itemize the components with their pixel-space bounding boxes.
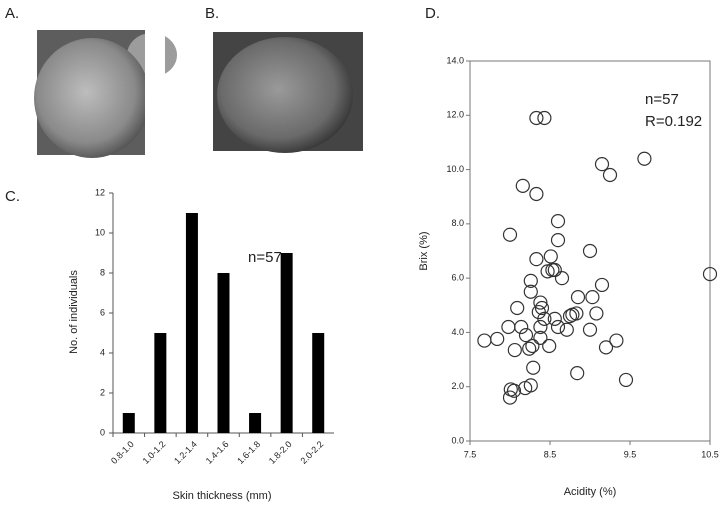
y-tick-label: 10.0 (446, 164, 464, 174)
y-tick-label: 6 (100, 307, 105, 317)
x-tick-label: 1.8-2.0 (267, 439, 294, 466)
point (550, 214, 566, 229)
point (570, 290, 586, 305)
point (518, 328, 534, 343)
point (523, 273, 538, 288)
point (637, 151, 652, 166)
photo-b (213, 32, 363, 153)
x-tick-label: 1.0-1.2 (141, 439, 168, 466)
bar (217, 273, 230, 433)
point (594, 157, 610, 172)
point (525, 338, 540, 354)
y-tick-label: 12 (95, 187, 105, 197)
point (515, 178, 530, 193)
y-tick-label: 0.0 (451, 435, 464, 445)
y-tick-label: 4 (100, 347, 105, 357)
bar (185, 213, 198, 433)
bar (280, 253, 293, 433)
panel-label: A. (5, 5, 19, 22)
x-tick-label: 7.5 (464, 449, 477, 459)
point (537, 110, 552, 126)
y-tick-label: 10 (95, 227, 105, 237)
annotation: n=57 (645, 91, 679, 108)
y-tick-label: 0 (100, 427, 105, 437)
panel-label: D. (425, 5, 440, 22)
point (503, 382, 518, 397)
y-axis-label: Brix (%) (418, 231, 430, 270)
point (543, 249, 558, 264)
point (533, 295, 548, 310)
point (554, 271, 570, 286)
point (540, 264, 555, 279)
bar (249, 413, 262, 433)
x-tick-label: 2.0-2.2 (298, 439, 325, 466)
point (522, 341, 537, 356)
point (559, 322, 574, 337)
point (507, 342, 522, 358)
point (602, 167, 618, 183)
y-tick-label: 2 (100, 387, 105, 397)
point (501, 319, 516, 335)
y-tick-label: 2.0 (451, 381, 464, 391)
point (582, 243, 598, 259)
plot-frame (469, 60, 711, 442)
point (609, 333, 624, 348)
point (529, 110, 544, 126)
point (502, 227, 518, 242)
point (585, 290, 600, 305)
point (518, 380, 533, 396)
point (534, 300, 550, 316)
x-tick-label: 1.6-1.8 (235, 439, 262, 466)
bar (122, 413, 135, 433)
point (477, 333, 492, 348)
point (526, 360, 541, 375)
y-tick-label: 12.0 (446, 110, 464, 120)
annotation: n=57 (248, 249, 282, 266)
y-tick-label: 8.0 (451, 218, 464, 228)
panel-label: B. (205, 5, 219, 22)
y-tick-label: 14.0 (446, 55, 464, 65)
point (550, 233, 566, 248)
point (702, 266, 718, 282)
x-tick-label: 9.5 (624, 449, 637, 459)
y-axis-label: No. of individuals (68, 270, 80, 354)
point (523, 284, 538, 299)
point (550, 319, 566, 335)
y-tick-label: 6.0 (451, 273, 464, 283)
point (570, 366, 585, 381)
point (598, 340, 614, 355)
annotation: R=0.192 (645, 113, 702, 130)
x-tick-label: 0.8-1.0 (109, 439, 136, 466)
point (529, 252, 544, 267)
point (542, 338, 557, 354)
y-tick-label: 4.0 (451, 327, 464, 337)
panel-label: C. (5, 188, 20, 205)
x-axis-label: Acidity (%) (564, 486, 617, 498)
x-tick-label: 1.4-1.6 (204, 439, 231, 466)
point (502, 390, 518, 405)
point (589, 306, 604, 321)
point (562, 309, 578, 324)
point (533, 319, 548, 335)
point (547, 311, 562, 326)
point (529, 186, 544, 202)
x-axis-label: Skin thickness (mm) (172, 490, 271, 502)
bar (312, 333, 325, 433)
point (510, 300, 525, 316)
point (565, 307, 580, 322)
point (533, 330, 548, 345)
point (618, 372, 634, 388)
point (537, 311, 552, 326)
point (490, 331, 505, 347)
x-tick-label: 10.5 (701, 449, 719, 459)
y-tick-label: 8 (100, 267, 105, 277)
photo-a (34, 25, 177, 160)
bar (154, 333, 167, 433)
x-tick-label: 1.2-1.4 (172, 439, 199, 466)
point (594, 277, 610, 293)
point (582, 322, 598, 337)
x-tick-label: 8.5 (544, 449, 557, 459)
